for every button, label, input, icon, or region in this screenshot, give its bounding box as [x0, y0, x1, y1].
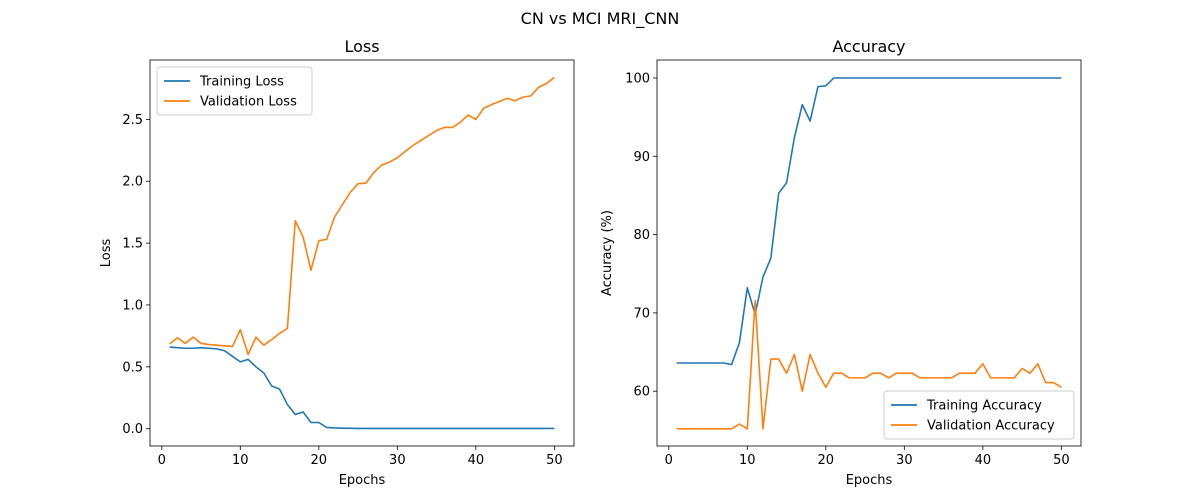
x-tick-label: 50 — [1053, 453, 1070, 468]
plot-frame — [149, 59, 575, 447]
y-axis-label: Loss — [99, 239, 114, 268]
x-tick-label: 0 — [665, 453, 673, 468]
plot-frame — [656, 59, 1082, 447]
x-tick-label: 10 — [739, 453, 756, 468]
x-axis-label: Epochs — [846, 473, 893, 488]
x-tick-label: 40 — [975, 453, 992, 468]
y-tick-label: 80 — [633, 228, 650, 243]
y-tick-label: 0.5 — [122, 360, 143, 375]
y-tick-label: 1.5 — [122, 237, 143, 252]
y-tick-label: 1.0 — [122, 298, 143, 313]
y-tick-label: 2.5 — [122, 113, 143, 128]
x-axis-label: Epochs — [339, 473, 386, 488]
x-tick-label: 40 — [468, 453, 485, 468]
legend-label: Training Accuracy — [926, 399, 1042, 414]
legend-label: Validation Accuracy — [927, 419, 1055, 434]
y-tick-label: 2.0 — [122, 175, 143, 190]
series-line-validation-loss — [169, 76, 555, 356]
x-tick-label: 30 — [389, 453, 406, 468]
legend: Training Accuracy Validation Accuracy — [883, 390, 1075, 440]
x-tick-label: 0 — [158, 453, 166, 468]
y-tick-label: 90 — [633, 150, 650, 165]
x-tick-label: 20 — [311, 453, 328, 468]
y-tick-label: 60 — [633, 385, 650, 400]
chart-title: Accuracy — [832, 37, 905, 56]
series-line-training-accuracy — [676, 77, 1062, 366]
loss-chart: Loss 0 10 20 30 40 50 0.0 0.5 1.0 1.5 2.0 2.5 Epochs L… — [99, 37, 575, 488]
x-tick-label: 20 — [818, 453, 835, 468]
legend-label: Validation Loss — [200, 95, 297, 110]
legend-box — [156, 66, 313, 116]
y-tick-label: 0.0 — [122, 422, 143, 437]
x-tick-label: 10 — [232, 453, 249, 468]
series-line-validation-accuracy — [676, 299, 1062, 430]
chart-title: Loss — [344, 37, 379, 56]
y-axis-label: Accuracy (%) — [600, 210, 615, 296]
legend-box — [883, 390, 1075, 440]
y-tick-label: 100 — [625, 72, 650, 87]
x-tick-label: 30 — [896, 453, 913, 468]
x-tick-label: 50 — [546, 453, 563, 468]
figure-title: CN vs MCI MRI_CNN — [521, 9, 680, 29]
legend-label: Training Loss — [199, 75, 284, 90]
accuracy-chart: Accuracy 0 10 20 30 40 50 60 70 80 90 100 Epochs Accu… — [600, 37, 1082, 488]
series-line-training-loss — [169, 346, 555, 430]
y-tick-label: 70 — [633, 306, 650, 321]
legend: Training Loss Validation Loss — [156, 66, 313, 116]
